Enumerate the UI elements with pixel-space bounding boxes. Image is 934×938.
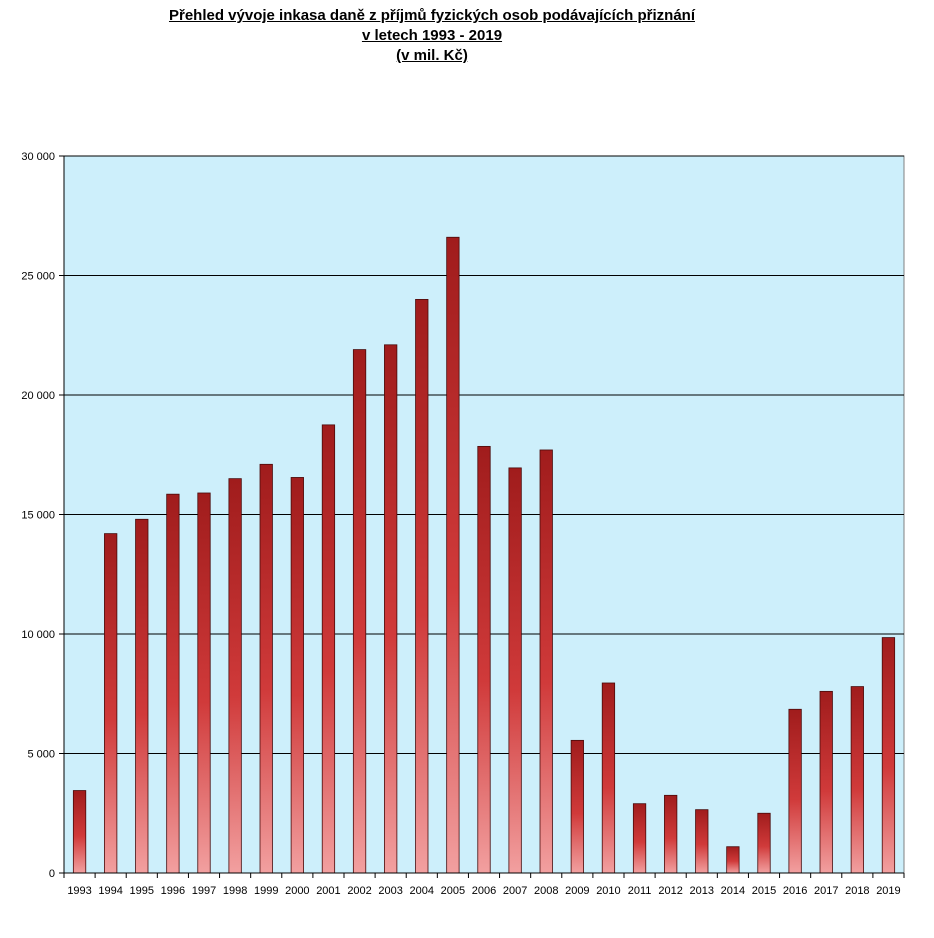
bar-2008 [539, 449, 553, 874]
x-tick-label: 2000 [285, 885, 309, 897]
bar-2015 [757, 812, 771, 874]
x-tick-label: 1997 [192, 885, 216, 897]
bar-2018 [850, 686, 864, 874]
y-tick-label: 30 000 [21, 151, 55, 163]
bars [72, 236, 896, 874]
bar-1996 [166, 493, 180, 874]
x-tick-label: 2019 [876, 885, 900, 897]
chart-title-line-2: v letech 1993 - 2019 [361, 27, 503, 44]
x-tick-label: 2007 [503, 885, 527, 897]
bar-2011 [632, 803, 647, 874]
x-tick-label: 2011 [628, 885, 652, 897]
x-tick-label: 2005 [441, 885, 465, 897]
bar-2012 [664, 794, 678, 874]
x-tick-label: 2010 [596, 885, 620, 897]
bar-1998 [228, 478, 242, 874]
bar-2019 [881, 637, 896, 874]
bar-2017 [819, 690, 833, 874]
bar-2006 [477, 445, 491, 874]
bar-2010 [601, 682, 616, 874]
x-tick-label: 2014 [721, 885, 745, 897]
bar-2009 [570, 739, 584, 874]
y-tick-label: 5 000 [27, 749, 55, 761]
x-tick-label: 2016 [783, 885, 807, 897]
y-tick-label: 0 [49, 868, 55, 880]
x-tick-label: 2012 [658, 885, 682, 897]
x-tick-label: 2001 [316, 885, 340, 897]
x-tick-label: 1999 [254, 885, 278, 897]
bar-2002 [352, 349, 367, 874]
chart-title: Přehled vývoje inkasa daně z příjmů fyzi… [0, 6, 864, 66]
bar-1993 [72, 790, 87, 874]
bar-2005 [446, 236, 460, 874]
bar-2014 [726, 846, 740, 874]
bar-2004 [415, 298, 429, 874]
y-tick-label: 10 000 [21, 629, 55, 641]
tick-labels: 0 5 000 10 000 15 000 20 000 25 000 30 000 1993… [21, 151, 900, 897]
x-tick-label: 1995 [130, 885, 154, 897]
bar-2016 [788, 708, 802, 874]
bar-2003 [384, 344, 398, 874]
x-tick-label: 2008 [534, 885, 558, 897]
bar-2007 [508, 467, 522, 874]
x-tick-label: 1996 [161, 885, 185, 897]
x-tick-label: 2015 [752, 885, 776, 897]
x-tick-label: 2009 [565, 885, 589, 897]
x-tick-label: 2004 [410, 885, 434, 897]
bar-1997 [197, 492, 211, 874]
chart-title-line-1: Přehled vývoje inkasa daně z příjmů fyzi… [168, 7, 695, 24]
x-tick-label: 2003 [378, 885, 402, 897]
chart-title-line-3: (v mil. Kč) [396, 47, 468, 64]
x-tick-label: 2013 [690, 885, 714, 897]
x-tick-label: 2002 [347, 885, 371, 897]
bar-2013 [695, 809, 709, 874]
x-tick-label: 1998 [223, 885, 247, 897]
y-tick-label: 20 000 [21, 390, 55, 402]
y-tick-label: 25 000 [21, 271, 55, 283]
x-tick-label: 1993 [67, 885, 91, 897]
y-tick-label: 15 000 [21, 510, 55, 522]
x-tick-label: 2006 [472, 885, 496, 897]
x-tick-label: 2017 [814, 885, 838, 897]
bar-2000 [290, 477, 304, 874]
bar-1999 [259, 463, 273, 874]
bar-2001 [321, 424, 336, 874]
x-tick-label: 2018 [845, 885, 869, 897]
bar-1994 [104, 533, 118, 874]
bar-1995 [135, 518, 149, 874]
axes [59, 155, 905, 878]
x-tick-label: 1994 [98, 885, 122, 897]
